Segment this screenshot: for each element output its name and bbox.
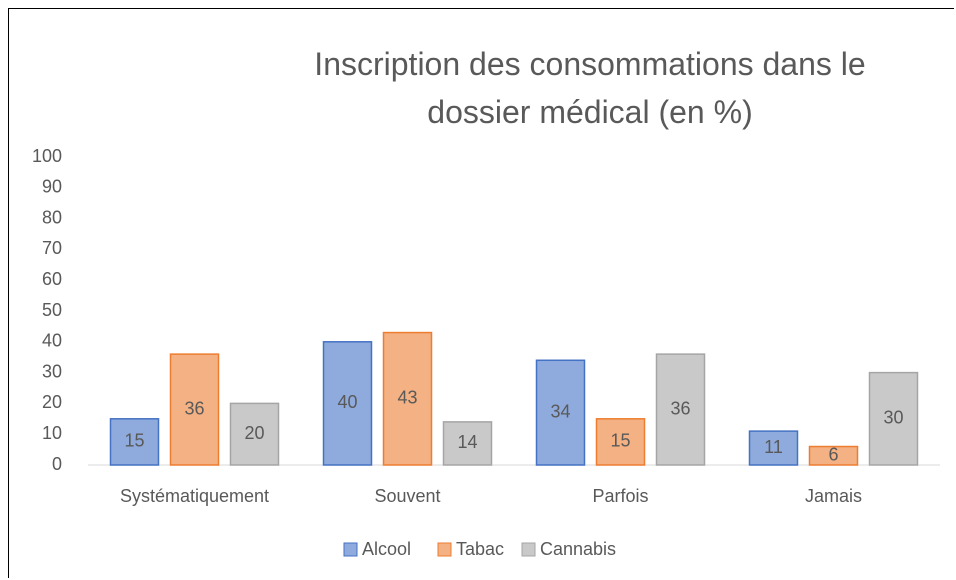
y-tick-label: 0: [52, 454, 62, 474]
bar: [535, 359, 586, 466]
data-label: 36: [670, 398, 690, 418]
bar: [655, 353, 706, 466]
y-tick-label: 40: [42, 331, 62, 351]
bar: [229, 402, 280, 466]
legend-swatch: [343, 542, 358, 557]
chart-title: Inscription des consommations dans le do…: [314, 46, 866, 130]
y-tick-label: 80: [42, 207, 62, 227]
bar: [808, 445, 859, 466]
y-tick-label: 100: [32, 146, 62, 166]
bar: [595, 418, 646, 466]
y-tick-label: 20: [42, 392, 62, 412]
y-tick-label: 90: [42, 177, 62, 197]
legend-label: Tabac: [456, 539, 504, 559]
data-label: 15: [124, 431, 144, 451]
data-label: 43: [397, 388, 417, 408]
data-label: 11: [764, 437, 783, 457]
legend-swatch: [437, 542, 452, 557]
y-tick-label: 70: [42, 238, 62, 258]
x-tick-label: Parfois: [592, 486, 648, 506]
bar: [382, 331, 433, 466]
x-tick-label: Jamais: [805, 486, 862, 506]
y-tick-label: 50: [42, 300, 62, 320]
bar: [322, 341, 373, 466]
bar: [169, 353, 220, 466]
x-tick-label: Souvent: [374, 486, 440, 506]
data-label: 30: [883, 408, 903, 428]
y-tick-label: 60: [42, 269, 62, 289]
legend-label: Cannabis: [540, 539, 616, 559]
data-label: 36: [184, 398, 204, 418]
bar: [868, 371, 919, 466]
x-tick-label: Systématiquement: [120, 486, 269, 506]
data-label: 20: [244, 423, 264, 443]
y-tick-label: 30: [42, 361, 62, 381]
bar: [442, 421, 493, 466]
data-label: 14: [457, 432, 477, 452]
bar: [748, 430, 799, 466]
legend-swatch: [521, 542, 536, 557]
data-label: 6: [828, 445, 838, 465]
data-label: 34: [550, 401, 570, 421]
data-label: 40: [337, 392, 357, 412]
y-tick-label: 10: [42, 423, 62, 443]
data-label: 15: [610, 431, 630, 451]
chart-frame: [8, 8, 954, 578]
bar: [109, 418, 160, 466]
legend-label: Alcool: [362, 539, 411, 559]
